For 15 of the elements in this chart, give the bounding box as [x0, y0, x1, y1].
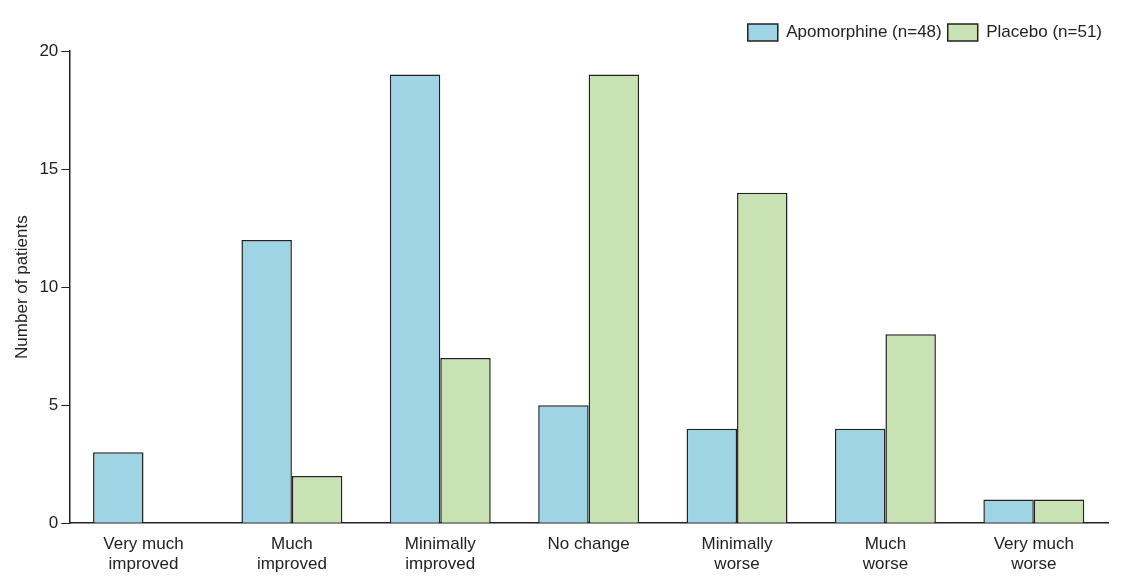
y-axis-title: Number of patients	[11, 215, 31, 359]
legend-label: Apomorphine (n=48)	[786, 22, 942, 42]
y-tick-label: 20	[39, 40, 59, 60]
x-tick-label: Very much improved	[103, 534, 184, 574]
legend-label: Placebo (n=51)	[986, 22, 1103, 42]
y-tick-label: 15	[39, 158, 59, 178]
x-tick-label: No change	[547, 534, 630, 554]
y-tick-label: 10	[39, 276, 59, 296]
x-tick-label: Much worse	[861, 534, 909, 574]
x-tick-label: Much improved	[256, 534, 327, 574]
x-tick-label: Very much worse	[993, 534, 1074, 574]
x-tick-label: Minimally worse	[701, 534, 773, 574]
y-tick-label: 5	[48, 394, 59, 414]
y-tick-label: 0	[48, 512, 59, 532]
x-tick-label: Minimally improved	[404, 534, 477, 574]
